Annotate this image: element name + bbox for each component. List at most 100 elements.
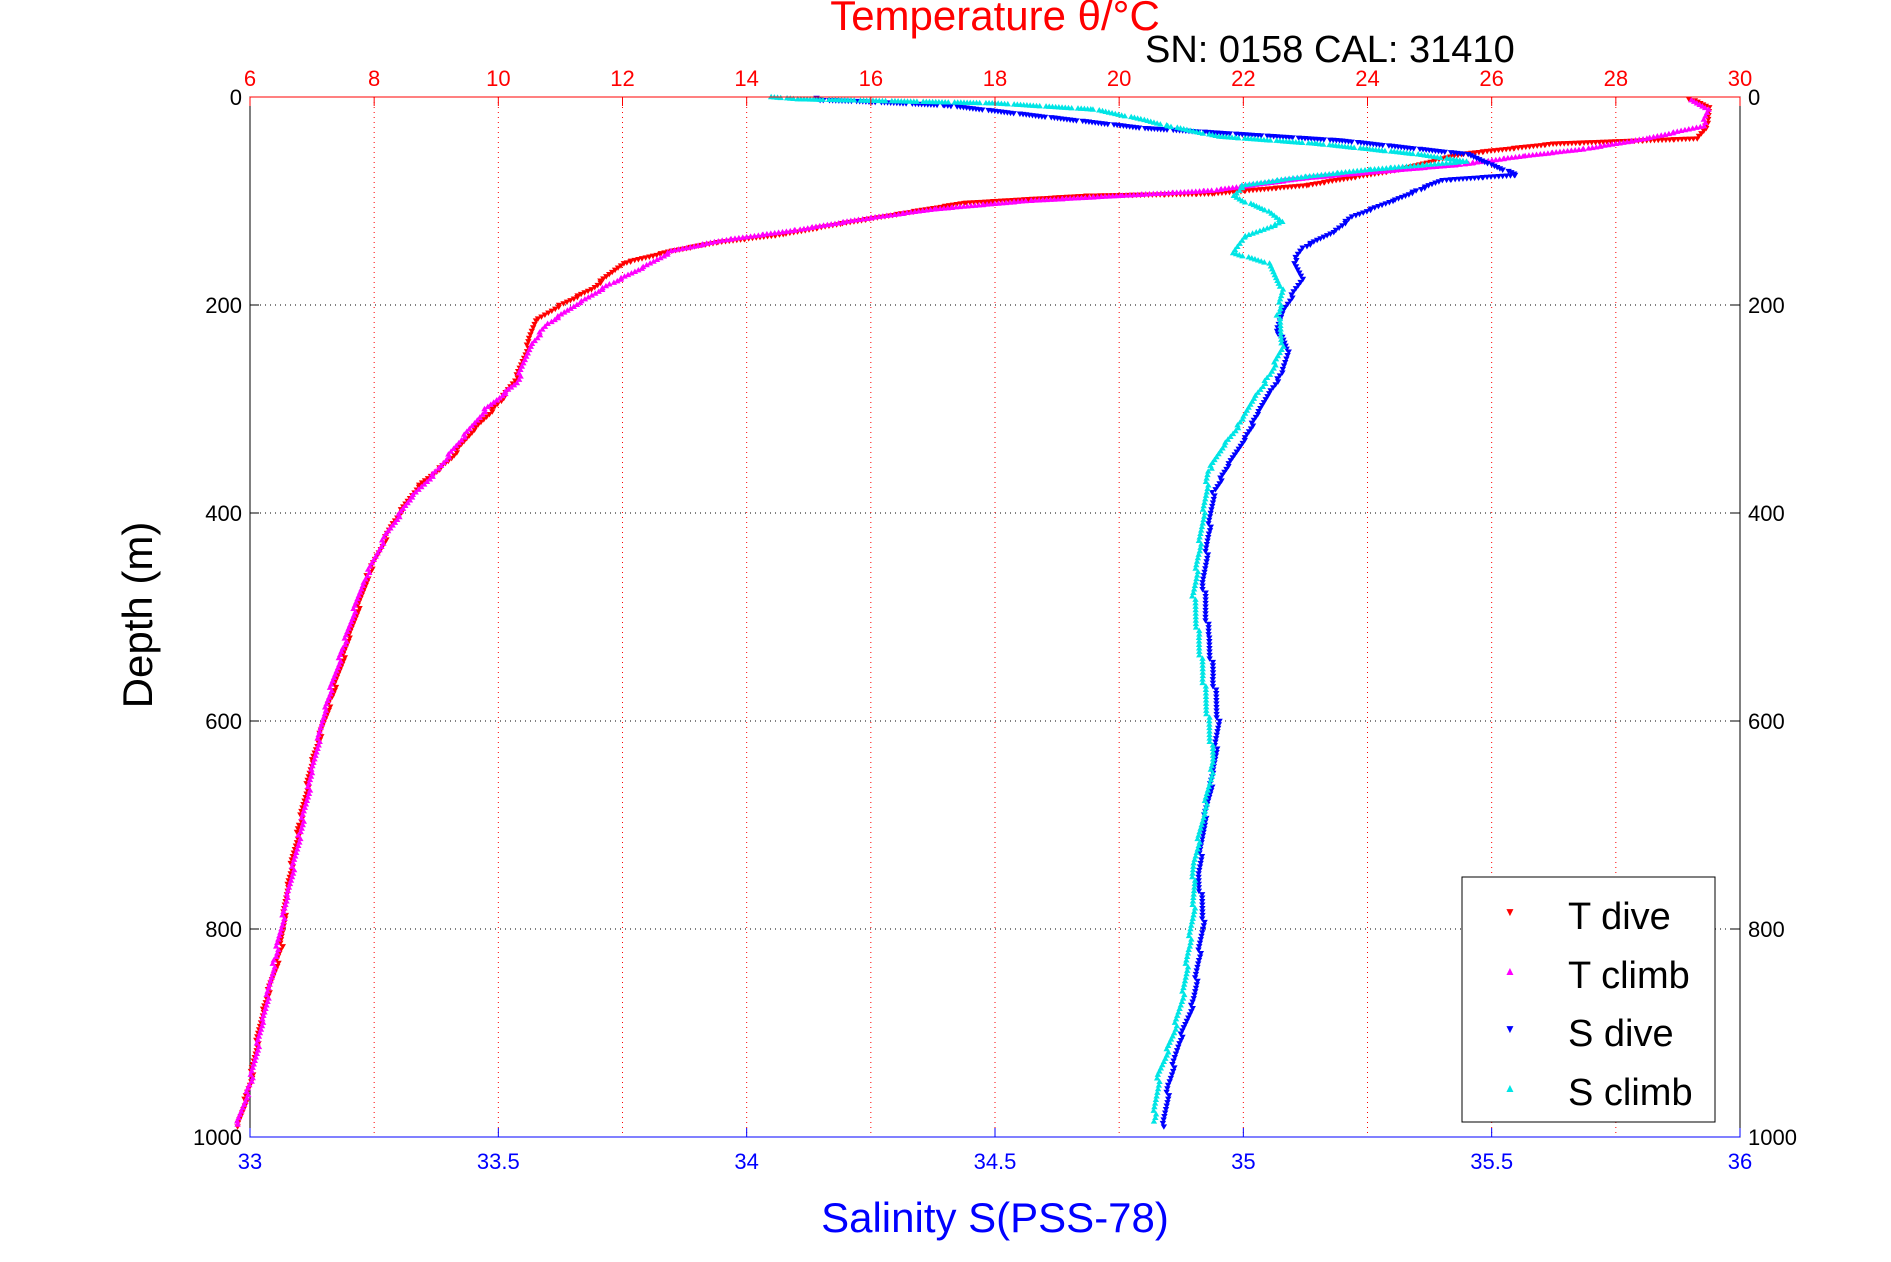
data-point xyxy=(1192,613,1199,620)
data-point xyxy=(1195,878,1202,884)
data-point xyxy=(1154,1085,1162,1092)
data-point xyxy=(1277,333,1285,339)
data-point xyxy=(1342,221,1349,227)
data-point xyxy=(824,221,831,228)
data-point xyxy=(1286,298,1294,305)
data-point xyxy=(1375,165,1382,172)
data-point xyxy=(1201,811,1208,817)
data-point xyxy=(1323,233,1331,239)
data-point xyxy=(1299,245,1306,251)
data-point xyxy=(1176,1041,1183,1047)
data-point xyxy=(1233,184,1240,190)
data-point xyxy=(1192,620,1200,627)
data-point xyxy=(1206,714,1213,720)
data-point xyxy=(1175,1044,1182,1051)
data-point xyxy=(1154,1089,1161,1095)
data-point xyxy=(1204,471,1211,478)
data-point xyxy=(1262,397,1269,403)
data-point xyxy=(1280,363,1288,369)
data-point xyxy=(1202,597,1209,603)
data-point xyxy=(759,231,766,238)
data-point xyxy=(544,320,551,326)
data-point xyxy=(1192,565,1199,571)
data-point xyxy=(504,386,512,392)
depth-tick-label-right: 800 xyxy=(1748,917,1785,942)
data-point xyxy=(1193,575,1200,582)
data-point xyxy=(1322,171,1329,177)
data-point xyxy=(891,211,898,218)
data-point xyxy=(476,414,484,420)
data-point xyxy=(1346,168,1353,175)
data-point xyxy=(1693,124,1700,130)
data-point xyxy=(1544,150,1552,156)
data-point xyxy=(525,339,532,345)
data-point xyxy=(1209,742,1217,748)
data-point xyxy=(1198,933,1205,940)
data-point xyxy=(1177,1037,1185,1044)
data-point xyxy=(1192,596,1199,602)
data-point xyxy=(1156,1078,1163,1085)
data-point xyxy=(1198,892,1206,898)
data-point xyxy=(1239,252,1246,259)
data-point xyxy=(1255,408,1262,415)
data-point xyxy=(318,721,325,727)
data-point xyxy=(1314,172,1321,178)
data-point xyxy=(1159,1120,1167,1127)
data-point xyxy=(919,207,926,214)
data-point xyxy=(1192,579,1199,585)
data-point xyxy=(1669,129,1676,136)
data-point xyxy=(631,268,639,274)
data-point xyxy=(1371,166,1378,172)
data-point xyxy=(1200,829,1207,836)
data-point xyxy=(1224,436,1232,442)
data-point xyxy=(1188,936,1195,942)
data-point xyxy=(1189,999,1196,1005)
data-point xyxy=(1435,160,1442,167)
data-point xyxy=(1276,308,1283,315)
data-point xyxy=(1027,197,1035,204)
data-point xyxy=(1179,995,1187,1001)
data-point xyxy=(1179,1028,1186,1034)
data-point xyxy=(1383,165,1390,171)
legend-marker-t-dive: ▼ xyxy=(1504,905,1516,919)
data-point xyxy=(1236,187,1243,193)
data-point xyxy=(1202,804,1210,810)
data-point xyxy=(474,417,481,423)
data-point xyxy=(1329,170,1337,177)
data-point xyxy=(1473,159,1481,165)
data-point xyxy=(1296,270,1303,276)
data-point xyxy=(1190,911,1197,918)
data-point xyxy=(1202,686,1210,693)
data-point xyxy=(1241,435,1249,441)
data-point xyxy=(1208,762,1216,769)
data-point xyxy=(451,453,458,459)
data-point xyxy=(538,314,545,320)
data-point xyxy=(1186,943,1194,949)
data-point xyxy=(1616,140,1623,146)
data-point xyxy=(1284,353,1291,359)
data-point xyxy=(471,427,478,433)
data-point xyxy=(1217,186,1224,192)
data-point xyxy=(1226,131,1233,137)
data-point xyxy=(831,220,839,227)
data-point xyxy=(574,294,581,301)
data-point xyxy=(321,704,329,710)
data-point xyxy=(255,1043,263,1050)
data-point xyxy=(1151,1100,1159,1106)
data-point xyxy=(731,235,739,241)
data-point xyxy=(528,328,535,335)
data-point xyxy=(314,735,321,741)
data-point xyxy=(1165,1093,1173,1099)
data-point xyxy=(1267,223,1275,230)
data-point xyxy=(1201,797,1209,803)
data-point xyxy=(515,376,523,382)
data-point xyxy=(1277,326,1284,332)
data-point xyxy=(234,1121,241,1127)
data-point xyxy=(249,1064,256,1070)
data-point xyxy=(1596,143,1604,149)
data-point xyxy=(1213,711,1220,718)
data-point xyxy=(1202,697,1210,703)
data-point xyxy=(293,849,300,855)
data-point xyxy=(1203,559,1210,565)
data-point xyxy=(1233,190,1240,196)
